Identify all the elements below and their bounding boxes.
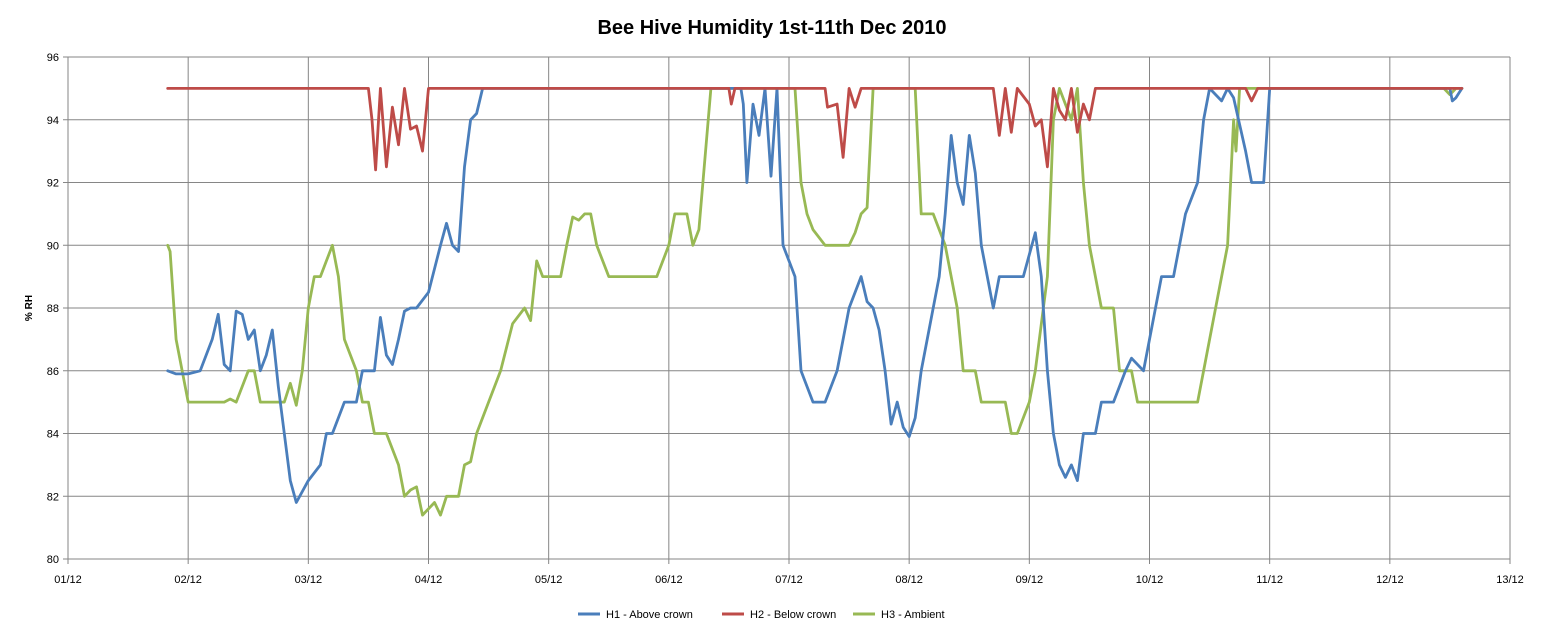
y-tick-label: 86 [47,366,59,378]
y-tick-label: 96 [47,52,59,64]
y-tick-label: 82 [47,491,59,503]
x-tick-label: 08/12 [895,574,923,586]
x-tick-label: 13/12 [1496,574,1524,586]
y-tick-label: 80 [47,554,59,566]
y-tick-label: 88 [47,303,59,315]
series-line-1 [166,87,1464,504]
y-axis-label: % RH [24,295,35,321]
axes: 01/12 02/12 03/12 04/12 05/12 06/12 07/12 08/12… [47,52,1524,586]
legend-label-1: H1 - Above crown [606,609,693,621]
legend-label-2: H2 - Below crown [750,609,836,621]
series-lines [166,87,1464,517]
x-tick-label: 03/12 [295,574,323,586]
x-tick-label: 09/12 [1016,574,1044,586]
legend-label-3: H3 - Ambient [881,609,945,621]
x-tick-label: 02/12 [174,574,202,586]
x-tick-label: 05/12 [535,574,563,586]
y-tick-label: 84 [47,429,59,441]
x-tick-label: 12/12 [1376,574,1404,586]
series-line-3 [166,87,1464,517]
y-tick-label: 90 [47,240,59,252]
x-tick-label: 04/12 [415,574,443,586]
x-tick-label: 06/12 [655,574,683,586]
grid [68,56,1511,559]
x-tick-label: 01/12 [54,574,82,586]
x-tick-label: 11/12 [1256,574,1283,586]
x-tick-label: 07/12 [775,574,803,586]
x-tick-label: 10/12 [1136,574,1164,586]
series-line-2 [166,87,1464,172]
y-tick-label: 92 [47,178,59,190]
y-tick-label: 94 [47,115,59,127]
chart-title: Bee Hive Humidity 1st-11th Dec 2010 [597,17,946,39]
legend: H1 - Above crown H2 - Below crown H3 - Amb… [578,609,945,621]
